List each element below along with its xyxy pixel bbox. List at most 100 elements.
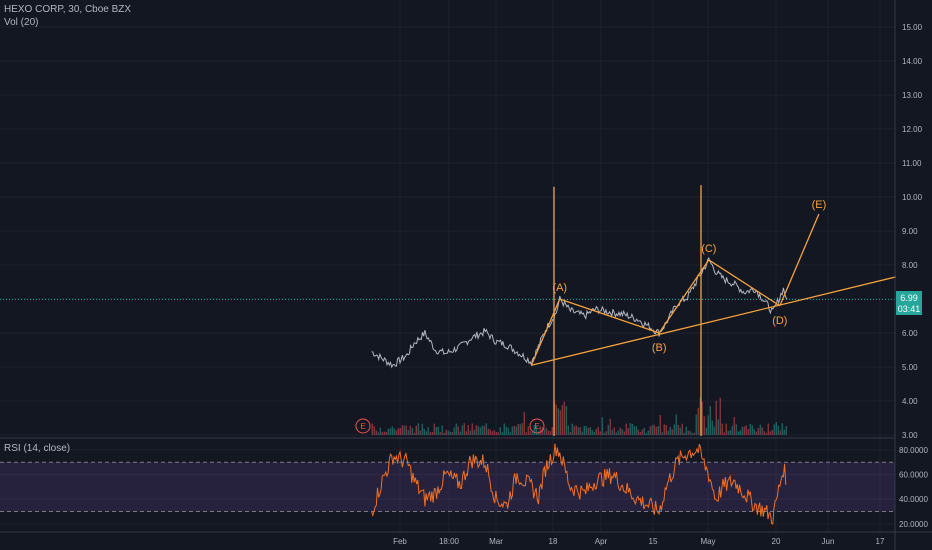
volume-bar <box>621 429 623 435</box>
last-price-tag: 6.99 03:41 <box>896 291 922 315</box>
time-tick-label: 20 <box>772 537 781 546</box>
volume-bar <box>733 417 735 435</box>
volume-bar <box>613 427 615 435</box>
volume-bar <box>695 414 697 435</box>
volume-bar <box>571 423 573 435</box>
volume-bar <box>411 428 413 435</box>
volume-bar <box>493 430 495 435</box>
rsi-axis[interactable]: 80.0000 60.0000 40.0000 20.0000 <box>899 446 928 529</box>
volume-bar <box>731 425 733 435</box>
volume-bar <box>767 423 769 435</box>
volume-bar <box>499 427 501 435</box>
volume-bar <box>485 423 487 435</box>
volume-bar <box>719 397 721 435</box>
volume-bar <box>565 405 567 435</box>
volume-bar <box>603 432 605 435</box>
volume-bar <box>517 423 519 435</box>
volume-bar <box>569 432 571 435</box>
wave-leg-start-a <box>530 298 561 366</box>
volume-bar <box>717 419 719 435</box>
volume-bar <box>419 430 421 435</box>
rsi-indicator-label[interactable]: RSI (14, close) <box>4 443 71 454</box>
volume-bar <box>489 429 491 435</box>
symbol-title[interactable]: HEXO CORP, 30, Cboe BZX <box>4 4 132 15</box>
volume-bar <box>543 428 545 435</box>
volume-bar <box>587 427 589 435</box>
volume-bar <box>657 426 659 435</box>
volume-bar <box>563 401 565 435</box>
volume-bar <box>521 423 523 435</box>
volume-bar <box>607 425 609 435</box>
rsi-series-line <box>371 443 787 525</box>
volume-bar <box>559 410 561 435</box>
price-tick-label: 13.00 <box>902 91 923 100</box>
volume-bar <box>693 432 695 435</box>
volume-bar <box>431 432 433 435</box>
wave-labels: (A) (B) (C) (D) (E) <box>552 199 826 354</box>
volume-bar <box>627 428 629 435</box>
volume-bar <box>409 425 411 435</box>
wave-label: (E) <box>812 199 827 211</box>
volume-bar <box>715 400 717 435</box>
volume-bar <box>545 427 547 435</box>
volume-bar <box>751 425 753 435</box>
time-tick-label: 17 <box>876 537 885 546</box>
volume-bar <box>481 425 483 435</box>
time-axis[interactable]: Feb 18:00 Mar 18 Apr 15 May 20 Jun 17 <box>393 537 885 546</box>
price-tick-label: 5.00 <box>902 363 918 372</box>
price-axis[interactable]: 15.0014.0013.0012.0011.0010.009.008.007.… <box>902 23 923 440</box>
volume-indicator-label[interactable]: Vol (20) <box>4 17 39 28</box>
volume-bar <box>525 432 527 435</box>
rsi-tick-label: 80.0000 <box>899 446 928 455</box>
volume-bar <box>665 425 667 435</box>
volume-bar <box>745 425 747 435</box>
wave-leg-c-d <box>708 259 781 307</box>
volume-bar <box>389 428 391 435</box>
volume-bar <box>455 423 457 435</box>
volume-bar <box>757 428 759 435</box>
volume-bar <box>561 405 563 435</box>
volume-bar <box>755 431 757 435</box>
wave-leg-d-e <box>779 213 820 307</box>
earnings-marker-label: E <box>360 422 365 431</box>
volume-bar <box>447 430 449 435</box>
volume-bar <box>375 430 377 435</box>
volume-bar <box>547 430 549 435</box>
volume-bar <box>713 426 715 435</box>
volume-bar <box>699 397 701 435</box>
volume-bar <box>423 428 425 435</box>
volume-bar <box>397 428 399 435</box>
volume-bar <box>705 427 707 435</box>
volume-bar <box>669 426 671 435</box>
volume-bar <box>701 401 703 435</box>
volume-bar <box>633 426 635 435</box>
volume-bar <box>735 424 737 435</box>
volume-bar <box>765 432 767 435</box>
volume-bar <box>581 431 583 435</box>
price-tick-label: 8.00 <box>902 261 918 270</box>
volume-bar <box>425 431 427 435</box>
volume-bar <box>759 424 761 435</box>
volume-bar <box>539 426 541 435</box>
earnings-marker-circle <box>355 418 371 434</box>
volume-bar <box>625 423 627 435</box>
volume-bar <box>535 426 537 435</box>
volume-bar <box>513 425 515 435</box>
volume-bar <box>697 407 699 435</box>
volume-bar <box>593 432 595 435</box>
price-tick-label: 11.00 <box>902 159 922 168</box>
volume-bar <box>637 429 639 435</box>
volume-bar <box>591 430 593 435</box>
volume-bar <box>421 423 423 435</box>
volume-bar <box>383 431 385 435</box>
volume-bar <box>527 426 529 435</box>
wave-label: (A) <box>552 282 567 294</box>
volume-bar <box>505 426 507 435</box>
volume-bar <box>675 414 677 435</box>
earnings-marker-circle <box>529 418 545 434</box>
volume-bar <box>681 423 683 435</box>
volume-bar <box>395 430 397 435</box>
volume-bar <box>465 431 467 435</box>
